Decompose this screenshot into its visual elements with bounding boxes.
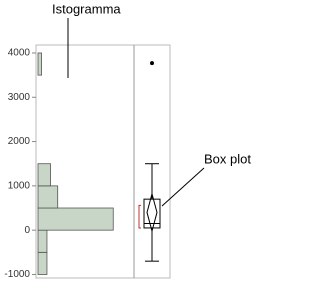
histogram-bar <box>37 251 48 275</box>
histogram-bar <box>37 163 51 187</box>
y-tick-label: 3000 <box>8 92 31 103</box>
outlier <box>150 61 154 66</box>
y-tick-label: 1000 <box>8 181 31 192</box>
y-tick-label: -1000 <box>4 269 30 280</box>
histogram-bar <box>37 229 48 253</box>
plot-frame <box>35 44 171 279</box>
chart: Istogramma Box plot -1000 0 1000 2000 3000 40… <box>4 1 251 280</box>
y-tick-label: 2000 <box>8 136 31 147</box>
shortest-half <box>138 204 141 229</box>
mean-diamond <box>146 191 158 233</box>
box <box>143 198 161 229</box>
annotation-line <box>161 167 205 207</box>
annotation: Box plot <box>204 151 251 166</box>
y-tick-label: 0 <box>24 225 30 236</box>
histogram-bar <box>37 185 59 209</box>
annotation: Istogramma <box>52 1 121 16</box>
histogram-bar <box>37 52 42 76</box>
histogram-bar <box>37 207 114 231</box>
y-tick-label: 4000 <box>8 48 31 59</box>
